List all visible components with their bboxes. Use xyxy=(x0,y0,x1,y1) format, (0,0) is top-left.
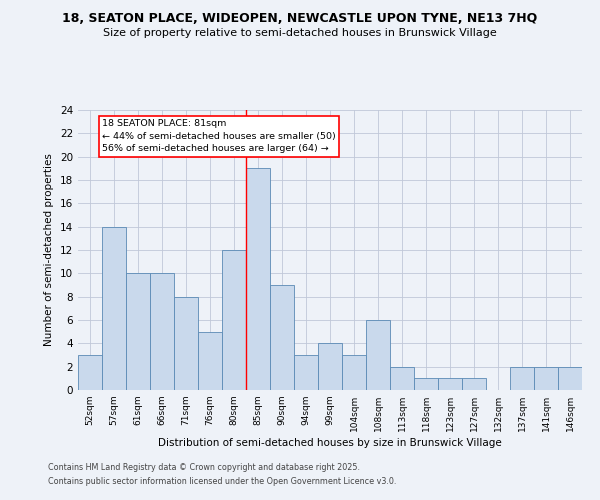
Bar xyxy=(246,168,270,390)
Text: 18, SEATON PLACE, WIDEOPEN, NEWCASTLE UPON TYNE, NE13 7HQ: 18, SEATON PLACE, WIDEOPEN, NEWCASTLE UP… xyxy=(62,12,538,26)
Text: Contains public sector information licensed under the Open Government Licence v3: Contains public sector information licen… xyxy=(48,477,397,486)
Bar xyxy=(414,378,438,390)
Bar xyxy=(222,250,246,390)
Text: 18 SEATON PLACE: 81sqm
← 44% of semi-detached houses are smaller (50)
56% of sem: 18 SEATON PLACE: 81sqm ← 44% of semi-det… xyxy=(102,120,336,154)
Bar xyxy=(342,355,366,390)
Bar xyxy=(510,366,534,390)
Bar xyxy=(198,332,222,390)
Bar xyxy=(270,285,294,390)
Bar xyxy=(366,320,390,390)
Bar xyxy=(78,355,102,390)
Bar xyxy=(174,296,198,390)
Bar xyxy=(462,378,486,390)
Bar xyxy=(438,378,462,390)
Text: Contains HM Land Registry data © Crown copyright and database right 2025.: Contains HM Land Registry data © Crown c… xyxy=(48,464,360,472)
Bar xyxy=(390,366,414,390)
Bar xyxy=(126,274,150,390)
Text: Size of property relative to semi-detached houses in Brunswick Village: Size of property relative to semi-detach… xyxy=(103,28,497,38)
Bar xyxy=(558,366,582,390)
Bar xyxy=(318,344,342,390)
Bar xyxy=(294,355,318,390)
Bar xyxy=(102,226,126,390)
Y-axis label: Number of semi-detached properties: Number of semi-detached properties xyxy=(44,154,55,346)
Bar xyxy=(150,274,174,390)
X-axis label: Distribution of semi-detached houses by size in Brunswick Village: Distribution of semi-detached houses by … xyxy=(158,438,502,448)
Bar xyxy=(534,366,558,390)
